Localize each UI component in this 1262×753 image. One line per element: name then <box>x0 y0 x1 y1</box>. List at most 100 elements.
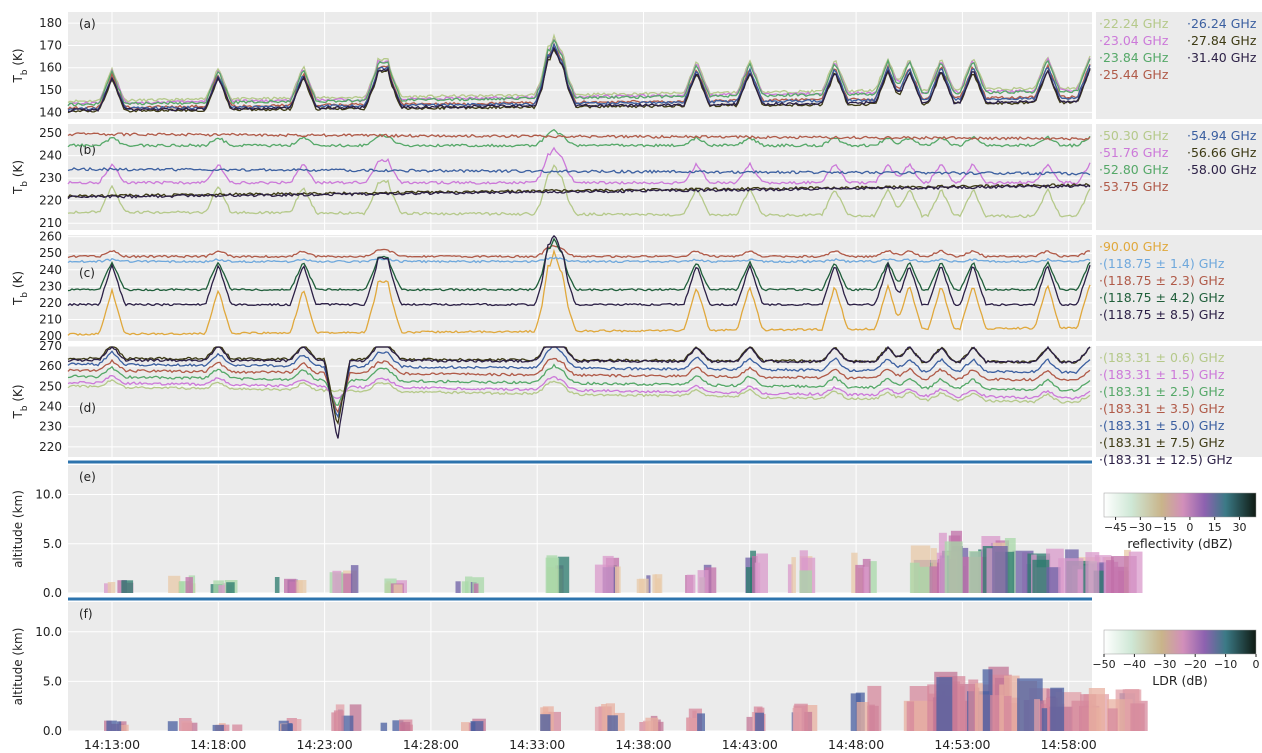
series-line <box>67 146 1091 185</box>
series-line <box>68 46 1091 113</box>
legend-entry: ·(118.75 ± 2.3) GHz <box>1099 273 1225 288</box>
y-tick-label: 10.0 <box>35 625 62 639</box>
radar-echo <box>792 707 802 731</box>
radar-echo <box>746 716 753 731</box>
radar-echo <box>294 719 302 731</box>
series-line <box>67 132 1091 141</box>
panel-a: 140 150 160 170 180 Tb (K) (a) ·22.24 GHz ·23.04… <box>11 12 1262 119</box>
y-tick-label: 210 <box>39 312 62 326</box>
radar-echo <box>909 562 920 593</box>
colorbar-tick-label: −50 <box>1092 658 1115 671</box>
radar-echo <box>341 715 354 731</box>
panel-letter: (c) <box>79 266 95 280</box>
ylabel-unit: (K) <box>11 160 25 181</box>
x-tick-label: 14:53:00 <box>934 737 990 752</box>
radar-echo <box>119 724 129 731</box>
radar-echo <box>638 578 649 593</box>
radar-echo <box>1107 708 1118 731</box>
legend-box <box>1096 12 1262 119</box>
series-line <box>67 39 1091 107</box>
ylabel-main: T <box>11 297 25 306</box>
radar-echo <box>1071 700 1092 731</box>
radar-echo <box>349 704 362 731</box>
legend-entry: ·90.00 GHz <box>1099 239 1169 254</box>
ylabel-main: T <box>11 186 25 195</box>
radar-echo <box>1085 552 1100 593</box>
radar-echo <box>226 582 235 593</box>
radar-echo <box>944 541 963 593</box>
radar-echo <box>697 570 709 593</box>
ylabel-main: T <box>11 411 25 420</box>
y-tick-label: 260 <box>39 230 62 244</box>
legend-box <box>1096 235 1262 341</box>
legend-entry: ·27.84 GHz <box>1187 33 1257 48</box>
y-tick-label: 0.0 <box>43 724 62 738</box>
radar-echo <box>350 565 359 593</box>
y-tick-label: 250 <box>39 246 62 260</box>
y-tick-label: 210 <box>39 216 62 230</box>
ylabel-sub: b <box>20 292 30 298</box>
y-tick-label: 230 <box>39 279 62 293</box>
colorbar-tick-label: −30 <box>1129 521 1152 534</box>
series-line <box>67 164 1091 219</box>
legend-entry: ·53.75 GHz <box>1099 179 1169 194</box>
y-tick-label: 230 <box>39 420 62 434</box>
radar-echo <box>1034 699 1040 731</box>
legend-entry: ·54.94 GHz <box>1187 128 1257 143</box>
y-tick-label: 250 <box>39 126 62 140</box>
panel-f: 0.0 5.0 10.0 altitude (km) (f) −50 −40 −30 −20 −1… <box>11 597 1260 738</box>
legend-entry: ·(183.31 ± 0.6) GHz <box>1099 350 1225 365</box>
legend-entry: ·25.44 GHz <box>1099 67 1169 82</box>
y-tick-label: 240 <box>39 263 62 277</box>
legend-entry: ·(118.75 ± 1.4) GHz <box>1099 256 1225 271</box>
y-axis-label: Tb (K) <box>11 48 30 83</box>
x-tick-label: 14:23:00 <box>297 737 353 752</box>
colorbar-label: reflectivity (dBZ) <box>1127 536 1232 551</box>
radar-echo <box>613 712 625 731</box>
legend-entry: ·52.80 GHz <box>1099 162 1169 177</box>
series-line <box>67 244 1091 259</box>
radar-echo <box>601 704 607 731</box>
radar-echo <box>471 721 476 731</box>
colorbar <box>1103 492 1257 518</box>
radar-echo <box>704 567 717 593</box>
radar-echo <box>332 570 342 593</box>
panel-letter: (a) <box>79 17 96 31</box>
y-tick-label: 250 <box>39 379 62 393</box>
radar-echo <box>856 702 870 731</box>
radar-echo <box>121 580 134 593</box>
radar-echo <box>212 724 224 731</box>
radar-echo <box>470 721 484 731</box>
panel-c: 200 210 220 230 240 250 260 Tb (K) (c) ·90.00 GHz… <box>11 230 1262 343</box>
radar-echo <box>106 720 117 731</box>
colorbar-tick-label: −45 <box>1104 521 1127 534</box>
y-tick-label: 150 <box>39 83 62 97</box>
radar-echo <box>1058 558 1084 593</box>
series-line <box>67 42 1091 111</box>
y-tick-label: 160 <box>39 61 62 75</box>
radar-echo <box>557 556 570 593</box>
colorbar <box>1103 629 1257 655</box>
radar-echo <box>755 712 764 731</box>
y-tick-label: 260 <box>39 359 62 373</box>
radar-echo <box>936 677 953 731</box>
radar-echo <box>167 721 178 731</box>
radar-echo <box>804 711 813 731</box>
radar-echo <box>799 570 812 593</box>
legend-entry: ·23.84 GHz <box>1099 50 1169 65</box>
radar-echo <box>333 710 344 731</box>
radar-echo <box>1001 695 1012 731</box>
x-tick-label: 14:38:00 <box>615 737 671 752</box>
x-tick-label: 14:48:00 <box>828 737 884 752</box>
radar-echo <box>868 561 877 593</box>
series-line <box>67 182 1091 198</box>
legend-entry: ·(183.31 ± 2.5) GHz <box>1099 384 1225 399</box>
radar-echo <box>461 722 470 731</box>
radar-echo <box>168 575 181 593</box>
series-line <box>67 374 1091 401</box>
legend-entry: ·(183.31 ± 1.5) GHz <box>1099 367 1225 382</box>
radar-echo <box>791 557 796 593</box>
series-line <box>67 363 1091 407</box>
radar-echo <box>607 715 618 731</box>
